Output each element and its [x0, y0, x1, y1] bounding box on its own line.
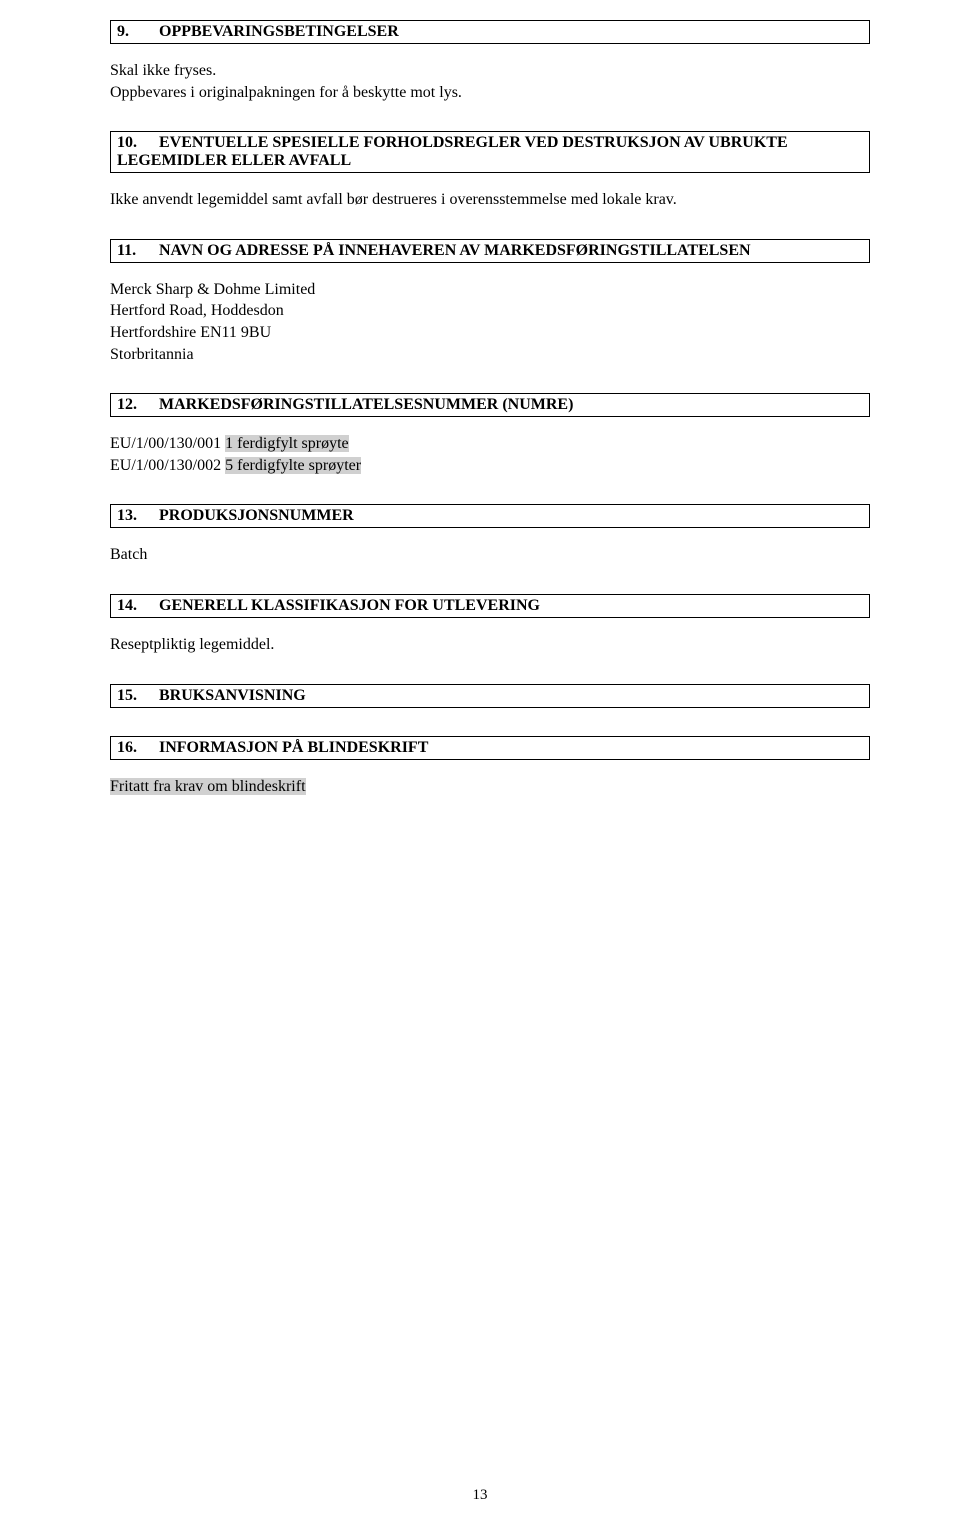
section-15-title: BRUKSANVISNING — [159, 687, 306, 704]
marketing-number-line-1: EU/1/00/130/001 1 ferdigfylt sprøyte — [110, 433, 870, 455]
section-9-line-2: Oppbevares i originalpakningen for å bes… — [110, 82, 870, 104]
section-12-num: 12. — [117, 396, 155, 414]
section-13-num: 13. — [117, 507, 155, 525]
section-14-body: Reseptpliktig legemiddel. — [110, 634, 870, 656]
marketing-number-1-hl: 1 ferdigfylt sprøyte — [225, 435, 349, 452]
section-9-num: 9. — [117, 23, 155, 41]
section-10-title: EVENTUELLE SPESIELLE FORHOLDSREGLER VED … — [117, 134, 788, 169]
section-9-body: Skal ikke fryses. Oppbevares i originalp… — [110, 60, 870, 103]
section-13-header: 13. PRODUKSJONSNUMMER — [110, 504, 870, 528]
section-12: 12. MARKEDSFØRINGSTILLATELSESNUMMER (NUM… — [110, 393, 870, 476]
section-11-header: 11. NAVN OG ADRESSE PÅ INNEHAVEREN AV MA… — [110, 239, 870, 263]
section-14-num: 14. — [117, 597, 155, 615]
marketing-number-1-prefix: EU/1/00/130/001 — [110, 435, 225, 452]
marketing-number-2-hl: 5 ferdigfylte sprøyter — [225, 457, 361, 474]
marketing-number-2-prefix: EU/1/00/130/002 — [110, 457, 225, 474]
section-10-header: 10. EVENTUELLE SPESIELLE FORHOLDSREGLER … — [110, 131, 870, 173]
section-9-title: OPPBEVARINGSBETINGELSER — [159, 23, 399, 40]
section-9-header: 9. OPPBEVARINGSBETINGELSER — [110, 20, 870, 44]
section-15: 15. BRUKSANVISNING — [110, 684, 870, 708]
section-11-address: Merck Sharp & Dohme Limited Hertford Roa… — [110, 279, 870, 365]
section-10-body: Ikke anvendt legemiddel samt avfall bør … — [110, 189, 870, 211]
section-15-num: 15. — [117, 687, 155, 705]
section-13: 13. PRODUKSJONSNUMMER Batch — [110, 504, 870, 566]
section-12-body: EU/1/00/130/001 1 ferdigfylt sprøyte EU/… — [110, 433, 870, 476]
address-line-1: Merck Sharp & Dohme Limited — [110, 279, 870, 301]
address-line-3: Hertfordshire EN11 9BU — [110, 322, 870, 344]
section-9-line-1: Skal ikke fryses. — [110, 60, 870, 82]
address-line-4: Storbritannia — [110, 344, 870, 366]
section-11-num: 11. — [117, 242, 155, 260]
section-16-title: INFORMASJON PÅ BLINDESKRIFT — [159, 739, 428, 756]
section-11: 11. NAVN OG ADRESSE PÅ INNEHAVEREN AV MA… — [110, 239, 870, 365]
section-12-header: 12. MARKEDSFØRINGSTILLATELSESNUMMER (NUM… — [110, 393, 870, 417]
section-16-body: Fritatt fra krav om blindeskrift — [110, 776, 870, 798]
section-10-num: 10. — [117, 134, 155, 152]
section-16-header: 16. INFORMASJON PÅ BLINDESKRIFT — [110, 736, 870, 760]
section-14: 14. GENERELL KLASSIFIKASJON FOR UTLEVERI… — [110, 594, 870, 656]
section-16-hl: Fritatt fra krav om blindeskrift — [110, 778, 306, 795]
section-13-title: PRODUKSJONSNUMMER — [159, 507, 354, 524]
section-11-title: NAVN OG ADRESSE PÅ INNEHAVEREN AV MARKED… — [159, 242, 751, 259]
section-10: 10. EVENTUELLE SPESIELLE FORHOLDSREGLER … — [110, 131, 870, 211]
section-12-title: MARKEDSFØRINGSTILLATELSESNUMMER (NUMRE) — [159, 396, 573, 413]
section-16: 16. INFORMASJON PÅ BLINDESKRIFT Fritatt … — [110, 736, 870, 798]
section-15-header: 15. BRUKSANVISNING — [110, 684, 870, 708]
marketing-number-line-2: EU/1/00/130/002 5 ferdigfylte sprøyter — [110, 455, 870, 477]
section-13-body: Batch — [110, 544, 870, 566]
section-9: 9. OPPBEVARINGSBETINGELSER Skal ikke fry… — [110, 20, 870, 103]
section-14-title: GENERELL KLASSIFIKASJON FOR UTLEVERING — [159, 597, 540, 614]
section-14-header: 14. GENERELL KLASSIFIKASJON FOR UTLEVERI… — [110, 594, 870, 618]
page-number: 13 — [0, 1487, 960, 1504]
section-16-num: 16. — [117, 739, 155, 757]
address-line-2: Hertford Road, Hoddesdon — [110, 300, 870, 322]
